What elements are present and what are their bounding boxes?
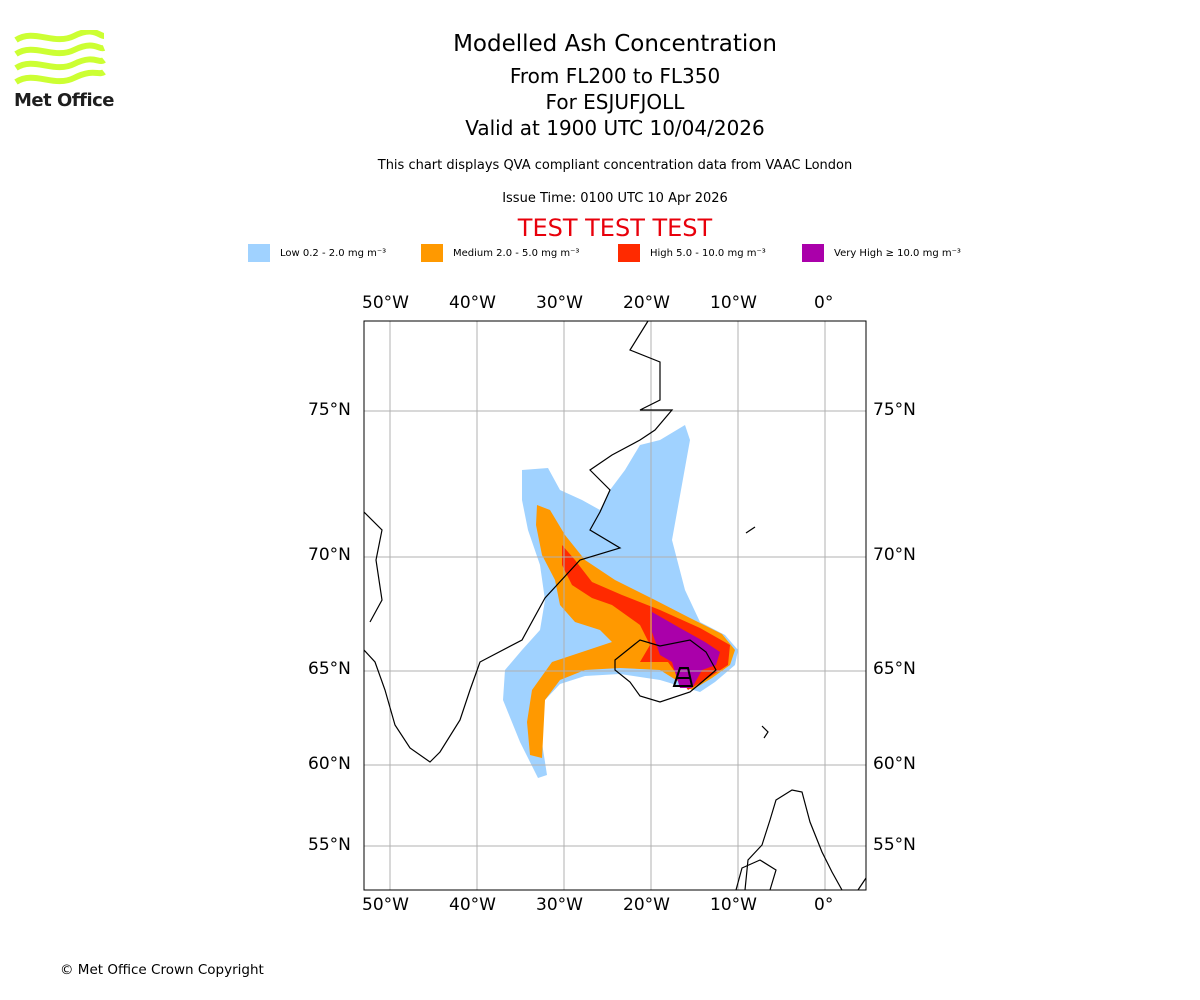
- lon-tick-top: 10°W: [710, 293, 757, 313]
- jan-mayen: [745, 526, 756, 534]
- lon-tick-bottom: 30°W: [536, 895, 583, 915]
- met-office-waves-icon: [14, 28, 106, 85]
- map-frame: [363, 320, 867, 891]
- met-office-logo: [14, 28, 106, 94]
- lon-tick-top: 40°W: [449, 293, 496, 313]
- volcano-name: For ESJUFJOLL: [545, 90, 685, 114]
- faroe-islands: [761, 725, 769, 739]
- ireland-coast: [735, 859, 777, 890]
- copyright: © Met Office Crown Copyright: [60, 962, 264, 978]
- graticule: [364, 321, 866, 890]
- lon-tick-bottom: 10°W: [710, 895, 757, 915]
- legend-item-medium: Medium 2.0 - 5.0 mg m⁻³: [421, 244, 579, 262]
- lat-tick-right: 60°N: [873, 754, 916, 774]
- lon-tick-bottom: 20°W: [623, 895, 670, 915]
- lat-tick-left: 75°N: [308, 400, 351, 420]
- legend-swatch: [421, 244, 443, 262]
- lon-tick-bottom: 40°W: [449, 895, 496, 915]
- chart-subtitle: This chart displays QVA compliant concen…: [377, 158, 853, 173]
- lon-tick-top: 20°W: [623, 293, 670, 313]
- legend-swatch: [618, 244, 640, 262]
- britain-coast: [744, 789, 843, 890]
- greenland-west-coast: [364, 511, 383, 623]
- greenland-east-coast: [364, 321, 674, 763]
- issue-time: Issue Time: 0100 UTC 10 Apr 2026: [502, 191, 728, 206]
- test-banner: TEST TEST TEST: [517, 214, 713, 242]
- lat-tick-right: 70°N: [873, 545, 916, 565]
- lat-tick-right: 55°N: [873, 835, 916, 855]
- lon-tick-bottom: 0°: [814, 895, 834, 915]
- iceland-coast: [614, 639, 717, 703]
- legend-item-high: High 5.0 - 10.0 mg m⁻³: [618, 244, 766, 262]
- lon-tick-top: 30°W: [536, 293, 583, 313]
- lat-tick-left: 60°N: [308, 754, 351, 774]
- flight-level-range: From FL200 to FL350: [509, 64, 721, 88]
- valid-time: Valid at 1900 UTC 10/04/2026: [465, 116, 765, 140]
- legend-swatch: [802, 244, 824, 262]
- lat-tick-left: 70°N: [308, 545, 351, 565]
- legend-item-very-high: Very High ≥ 10.0 mg m⁻³: [802, 244, 961, 262]
- lat-tick-right: 65°N: [873, 659, 916, 679]
- lon-tick-bottom: 50°W: [362, 895, 409, 915]
- logo-text: Met Office: [14, 90, 115, 111]
- ash-very-high-region: [652, 612, 720, 688]
- legend-swatch: [248, 244, 270, 262]
- volcano-marker-icon: [672, 667, 694, 687]
- norway-coast: [857, 877, 866, 890]
- lat-tick-left: 65°N: [308, 659, 351, 679]
- lon-tick-top: 50°W: [362, 293, 409, 313]
- chart-title: Modelled Ash Concentration: [453, 31, 777, 57]
- lon-tick-top: 0°: [814, 293, 834, 313]
- coastlines: [364, 321, 866, 890]
- legend-item-low: Low 0.2 - 2.0 mg m⁻³: [248, 244, 386, 262]
- lat-tick-right: 75°N: [873, 400, 916, 420]
- lat-tick-left: 55°N: [308, 835, 351, 855]
